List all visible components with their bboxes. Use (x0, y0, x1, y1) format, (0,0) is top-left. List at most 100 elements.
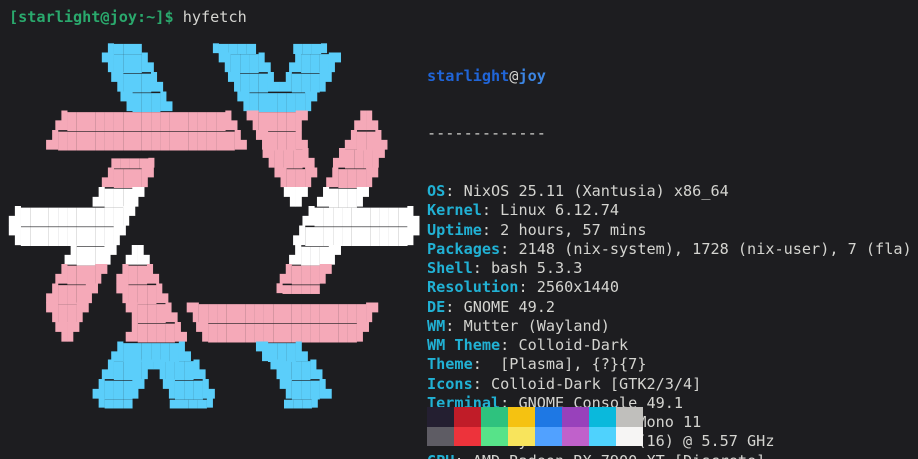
info-line: Icons: Colloid-Dark [GTK2/3/4] (427, 375, 912, 394)
color-palette (427, 407, 643, 446)
logo-line: ▄▄▄▄▖ ▜███▙ ▟███▛ (9, 150, 385, 170)
logo-line: ▟███████████▛ ▟██████████▙ (9, 207, 420, 228)
info-line: WM: Mutter (Wayland) (427, 317, 912, 336)
info-value: bash 5.3.3 (491, 259, 583, 277)
info-colon: : (518, 278, 537, 297)
palette-swatch (508, 407, 535, 427)
palette-swatch (454, 407, 481, 427)
info-colon: : (500, 393, 519, 412)
palette-swatch (616, 426, 643, 446)
username: starlight (427, 66, 510, 85)
logo-line: ▟███▛ ▜▛ ▟███▛ (9, 188, 369, 208)
palette-row-normal (427, 407, 643, 427)
info-label: Packages (427, 239, 501, 258)
info-value: NixOS 25.11 (Xantusia) x86_64 (463, 182, 729, 200)
info-value: 2560x1440 (536, 278, 620, 297)
palette-swatch (589, 407, 616, 427)
shell-prompt: [starlight@joy:~]$ (9, 8, 174, 26)
info-label: WM Theme (427, 336, 501, 354)
palette-swatch (508, 426, 535, 446)
info-label: WM (427, 316, 446, 335)
logo-line: ▟███▛ ▟██▙ ▟███▛ (9, 265, 332, 285)
info-line: Theme: [Plasma], {?}{7} (427, 355, 912, 374)
palette-swatch (589, 426, 616, 446)
logo-line: ▗▄▄▄ ▗▄▄▄▄ ▄▄▄▖ (9, 34, 334, 55)
logo-line: ▟███▛ ▜███▙ ▝▀▀▀▀ (9, 284, 320, 305)
palette-row-bright (427, 426, 643, 446)
info-value: Colloid-Dark [GTK2/3/4] (491, 374, 702, 393)
info-colon: : (445, 182, 464, 200)
logo-line: ▝▀▀▀ ▀▀▀▀▘ ▀▀▀▘ (9, 399, 324, 420)
palette-swatch (562, 407, 589, 427)
info-colon: : (472, 259, 492, 277)
info-value: 2148 (nix-system), 1728 (nix-user), 7 (f… (518, 239, 912, 258)
palette-swatch (481, 407, 508, 427)
info-value: AMD Radeon RX 7900 XT [Discrete] (473, 452, 766, 459)
info-label: Kernel (427, 201, 482, 220)
info-line: WM Theme: Colloid-Dark (427, 336, 912, 355)
logo-line: ▟██████▙ ▜███▙ (9, 342, 308, 362)
info-label: Theme (427, 355, 473, 374)
logo-line: ▟███▛▜███▙ ▜███▙ (9, 361, 323, 381)
info-colon: : (454, 452, 472, 459)
info-value: Colloid-Dark (518, 336, 629, 354)
info-label: Icons (427, 374, 473, 393)
logo-line: ▟█████████████████▙ ▜████▛ ▟▙ (9, 111, 379, 132)
title-underline: ------------- (427, 124, 546, 143)
logo-line: ▟███▛ ▟▙ ▟███▛ (9, 246, 341, 266)
logo-line: ▟███▛ ▜███▙ ▜███▙ (9, 380, 332, 401)
info-colon: : (500, 239, 519, 258)
info-colon: : (472, 374, 492, 393)
system-info-block: starlight@joy ------------- OS: NixOS 25… (427, 28, 912, 459)
at-separator: @ (509, 66, 519, 85)
logo-line: ▟███████████████████▙ ▜███▙ ▟██▙ (9, 130, 388, 151)
logo-line: ▜██████████▛ ▟███████████▛ (9, 227, 420, 247)
command-text: hyfetch (173, 8, 247, 26)
logo-line: ▜███▙ ▜██████▛ (9, 92, 318, 112)
info-label: Resolution (427, 278, 519, 297)
info-value: Mutter (Wayland) (463, 316, 610, 335)
title-line: starlight@joy (427, 67, 912, 86)
shell-prompt-line: [starlight@joy:~]$ hyfetch (9, 8, 247, 27)
info-colon: : (472, 355, 492, 374)
info-line: Shell: bash 5.3.3 (427, 259, 912, 278)
info-label: DE (427, 297, 446, 316)
nixos-logo-ascii: ▗▄▄▄ ▗▄▄▄▄ ▄▄▄▖ ▜███▙ ▜███▙ ▟███▛ ▜███▙ … (9, 34, 420, 420)
palette-swatch (454, 426, 481, 446)
info-line: DE: GNOME 49.2 (427, 298, 912, 317)
hostname: joy (518, 66, 546, 85)
logo-line: ▜███▙ ▜███▙ ▟███▛ (9, 54, 341, 74)
info-line: Uptime: 2 hours, 57 mins (427, 221, 912, 240)
info-colon: : (481, 201, 501, 220)
info-line: Resolution: 2560x1440 (427, 278, 912, 297)
palette-swatch (481, 426, 508, 446)
info-line: GPU: AMD Radeon RX 7900 XT [Discrete] (427, 452, 912, 459)
palette-swatch (616, 407, 643, 427)
info-value: [Plasma], {?}{7} (491, 355, 647, 374)
info-label: GPU (427, 452, 454, 459)
info-label: OS (427, 182, 446, 200)
palette-swatch (427, 426, 454, 446)
info-value: GNOME 49.2 (463, 297, 556, 316)
palette-swatch (535, 426, 562, 446)
palette-swatch (535, 407, 562, 427)
info-line: Packages: 2148 (nix-system), 1728 (nix-u… (427, 240, 912, 259)
palette-swatch (427, 407, 454, 427)
info-label: Shell (427, 259, 473, 277)
info-lines: OS: NixOS 25.11 (Xantusia) x86_64 Kernel:… (427, 182, 912, 459)
palette-swatch (562, 426, 589, 446)
logo-line: ▜▛ ▟████▙ ▜████████████████▛ (9, 323, 369, 343)
info-colon: : (445, 316, 464, 335)
info-colon: : (481, 220, 501, 239)
logo-line: ▜██▛ ▜███▙ ▜██████████████████▛ (9, 303, 379, 324)
info-label: Uptime (427, 220, 482, 239)
info-value: Linux 6.12.74 (500, 201, 620, 220)
info-colon: : (500, 336, 519, 354)
logo-line: ▟███▛ ▜██▛ ▟███▛ (9, 169, 379, 189)
info-line: OS: NixOS 25.11 (Xantusia) x86_64 (427, 182, 912, 201)
info-line: Kernel: Linux 6.12.74 (427, 201, 912, 220)
logo-line: ▜███▙ ▜███▙▟███▛ (9, 73, 332, 93)
info-value: 2 hours, 57 mins (500, 220, 647, 239)
info-colon: : (445, 297, 464, 316)
